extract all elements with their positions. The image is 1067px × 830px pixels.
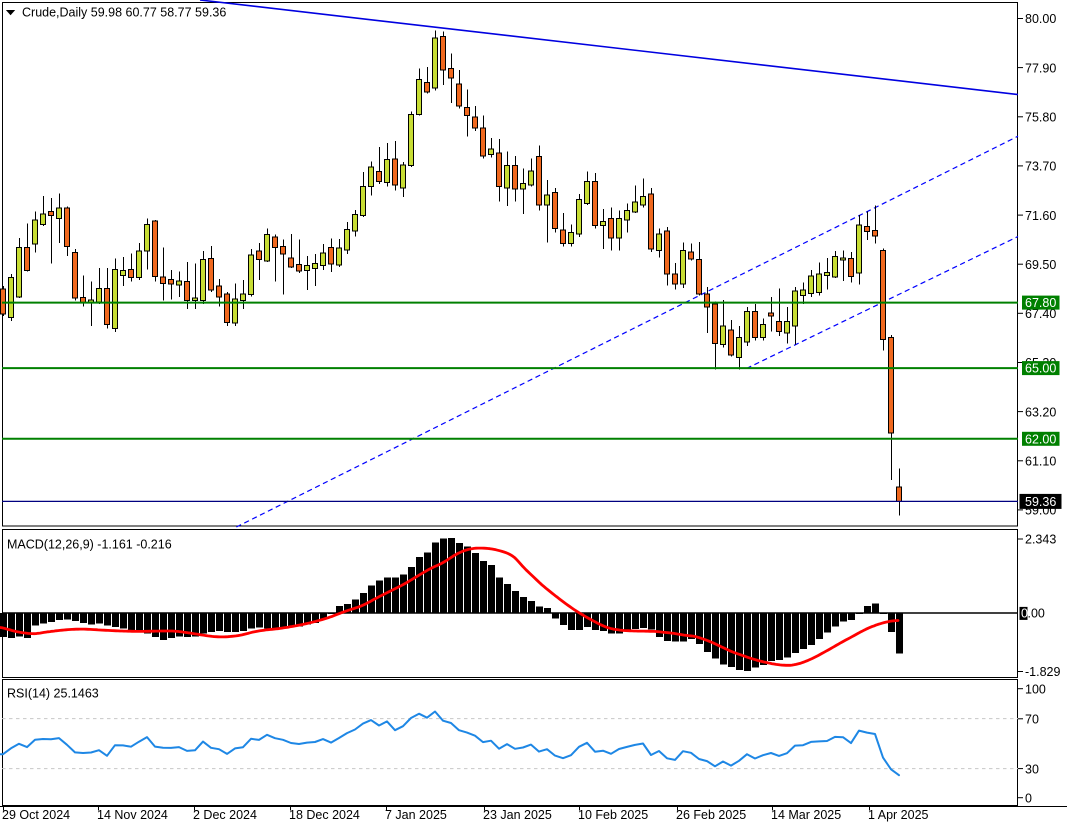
svg-text:.00: .00 — [1028, 607, 1045, 621]
svg-text:29 Oct 2024: 29 Oct 2024 — [2, 808, 70, 822]
svg-text:65.00: 65.00 — [1025, 362, 1056, 376]
svg-text:1 Apr 2025: 1 Apr 2025 — [868, 808, 929, 822]
svg-text:26 Feb 2025: 26 Feb 2025 — [676, 808, 746, 822]
svg-text:70: 70 — [1025, 713, 1039, 727]
svg-text:2 Dec 2024: 2 Dec 2024 — [193, 808, 257, 822]
svg-text:67.40: 67.40 — [1025, 307, 1056, 321]
svg-text:100: 100 — [1025, 682, 1046, 696]
svg-text:14 Mar 2025: 14 Mar 2025 — [771, 808, 841, 822]
svg-text:69.50: 69.50 — [1025, 258, 1056, 272]
svg-text:RSI(14) 25.1463: RSI(14) 25.1463 — [7, 687, 99, 701]
svg-text:63.20: 63.20 — [1025, 405, 1056, 419]
svg-text:23 Jan 2025: 23 Jan 2025 — [483, 808, 552, 822]
svg-text:73.70: 73.70 — [1025, 160, 1056, 174]
svg-text:MACD(12,26,9) -1.161 -0.216: MACD(12,26,9) -1.161 -0.216 — [7, 538, 172, 552]
svg-text:-1.829: -1.829 — [1025, 665, 1060, 679]
svg-text:80.00: 80.00 — [1025, 12, 1056, 26]
svg-text:0: 0 — [1021, 607, 1028, 621]
svg-text:10 Feb 2025: 10 Feb 2025 — [578, 808, 648, 822]
svg-text:75.80: 75.80 — [1025, 111, 1056, 125]
svg-text:Crude,Daily 59.98 60.77 58.77: Crude,Daily 59.98 60.77 58.77 59.36 — [22, 6, 226, 20]
svg-text:2.343: 2.343 — [1025, 533, 1056, 547]
svg-text:0: 0 — [1025, 791, 1032, 805]
svg-text:71.60: 71.60 — [1025, 209, 1056, 223]
svg-text:18 Dec 2024: 18 Dec 2024 — [289, 808, 360, 822]
svg-text:14 Nov 2024: 14 Nov 2024 — [97, 808, 168, 822]
svg-text:67.80: 67.80 — [1025, 296, 1056, 310]
svg-text:7 Jan 2025: 7 Jan 2025 — [385, 808, 447, 822]
svg-text:77.90: 77.90 — [1025, 61, 1056, 75]
svg-text:61.10: 61.10 — [1025, 455, 1056, 469]
svg-text:62.00: 62.00 — [1025, 432, 1056, 446]
svg-text:59.36: 59.36 — [1025, 495, 1056, 509]
svg-text:30: 30 — [1025, 762, 1039, 776]
